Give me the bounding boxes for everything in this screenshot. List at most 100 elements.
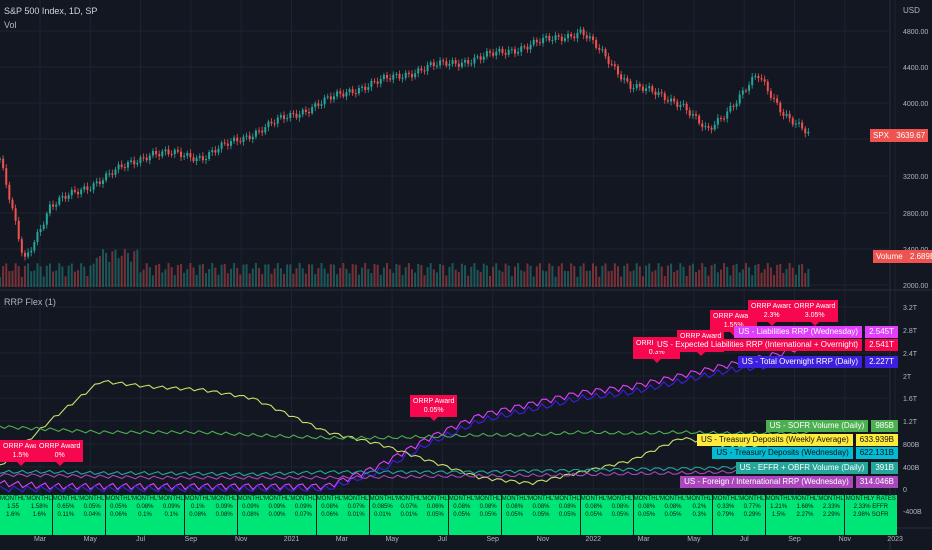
time-tick-label: Nov	[839, 536, 852, 543]
monthly-header: MONTHLY	[580, 496, 607, 502]
award-title: ORRP Award	[794, 303, 836, 310]
sofr-value: 2.29%	[822, 512, 840, 518]
candle-body	[670, 98, 673, 102]
candle-body	[766, 81, 769, 92]
candle-body	[83, 186, 86, 190]
effr-value: 0.06%	[426, 504, 444, 510]
symbol-title[interactable]: S&P 500 Index, 1D, SP	[4, 6, 98, 16]
candle-body	[114, 169, 117, 175]
candle-body	[226, 143, 229, 146]
candle-body	[108, 173, 111, 175]
effr-value: 0.085%	[372, 504, 393, 510]
candle-body	[420, 68, 423, 71]
time-tick-label: May	[687, 536, 701, 543]
candle-body	[723, 118, 726, 120]
candle-body	[464, 59, 467, 63]
volume-bar	[254, 263, 257, 287]
award-title: ORRP Awa	[3, 443, 39, 450]
volume-bar	[354, 264, 357, 287]
volume-legend[interactable]: Vol	[4, 20, 17, 30]
volume-bar	[670, 263, 673, 287]
effr-value: 2.33%	[822, 504, 840, 510]
candle-body	[501, 48, 504, 54]
sofr-value: 0.05%	[506, 512, 524, 518]
candle-body	[14, 208, 17, 221]
volume-bar	[39, 266, 42, 287]
volume-bar	[545, 271, 548, 287]
candle-body	[588, 36, 591, 39]
sofr-value: 0.05%	[426, 512, 444, 518]
candle-body	[713, 124, 716, 130]
monthly-header: MONTHLY	[79, 496, 105, 502]
volume-bar	[92, 263, 95, 287]
sofr-value: 0.01%	[374, 512, 392, 518]
volume-bar	[289, 264, 292, 287]
effr-value: 0.05%	[110, 504, 128, 510]
candle-body	[570, 33, 573, 37]
candle-body	[744, 90, 747, 92]
candle-body	[741, 90, 744, 95]
candle-body	[217, 148, 220, 153]
series-tag: US - Treasury Deposits (Wednesday) 622.13…	[712, 447, 898, 459]
volume-bar	[604, 263, 607, 287]
award-rate: 0%	[54, 452, 65, 459]
sofr-value: 0.1%	[164, 512, 179, 518]
volume-bar	[348, 273, 351, 287]
volume-bar	[695, 272, 698, 287]
candle-body	[473, 57, 476, 64]
indicator-legend[interactable]: RRP Flex (1)	[4, 297, 56, 307]
candle-body	[685, 103, 688, 111]
volume-bar	[807, 268, 810, 287]
volume-bar	[638, 266, 641, 287]
volume-bar	[542, 270, 545, 287]
volume-bar	[595, 266, 598, 287]
volume-bar	[80, 263, 83, 287]
volume-bar	[357, 274, 360, 287]
volume-bar	[192, 267, 195, 287]
series-value: 2.545T	[865, 326, 898, 338]
monthly-cell: MONTHLY 0.2% 0.3%	[686, 495, 713, 535]
volume-bar	[429, 263, 432, 287]
volume-bar	[576, 276, 579, 287]
volume-bar	[311, 264, 314, 287]
monthly-header: MONTHLY	[501, 496, 528, 502]
candle-body	[348, 89, 351, 93]
volume-tag-label: Volume	[876, 252, 903, 261]
volume-bar	[89, 265, 92, 287]
volume-bar	[61, 266, 64, 287]
volume-bar	[476, 269, 479, 287]
volume-bar	[698, 269, 701, 287]
volume-bar	[323, 268, 326, 287]
candle-body	[223, 142, 226, 144]
candle-body	[482, 56, 485, 60]
volume-bar	[198, 264, 201, 287]
candle-body	[545, 35, 548, 38]
candle-body	[410, 74, 413, 78]
candle-body	[660, 92, 663, 94]
candle-body	[261, 130, 264, 133]
spx-label: SPX	[873, 131, 890, 140]
volume-bar	[204, 272, 207, 287]
sofr-value: 0.07%	[294, 512, 312, 518]
candle-body	[635, 84, 638, 89]
series-name: US - Liabilities RRP (Wednesday)	[734, 326, 863, 338]
volume-bar	[95, 257, 98, 287]
currency-label: USD	[903, 6, 920, 15]
candle-body	[161, 151, 164, 157]
candle-body	[354, 92, 357, 94]
award-rate: 1.55%	[713, 321, 754, 330]
volume-bar	[123, 249, 126, 287]
series-name: US - Expected Liabilities RRP (Internati…	[653, 339, 863, 351]
volume-bar	[482, 263, 485, 287]
monthly-cell: MONTHLY 0.07% 0.01%	[396, 495, 422, 535]
candle-body	[304, 109, 307, 112]
volume-bar	[398, 264, 401, 287]
candle-body	[376, 81, 379, 84]
volume-bar	[248, 273, 251, 287]
candle-body	[379, 79, 382, 84]
volume-bar	[701, 263, 704, 287]
candle-body	[332, 96, 335, 100]
sofr-value: 0.08%	[215, 512, 233, 518]
